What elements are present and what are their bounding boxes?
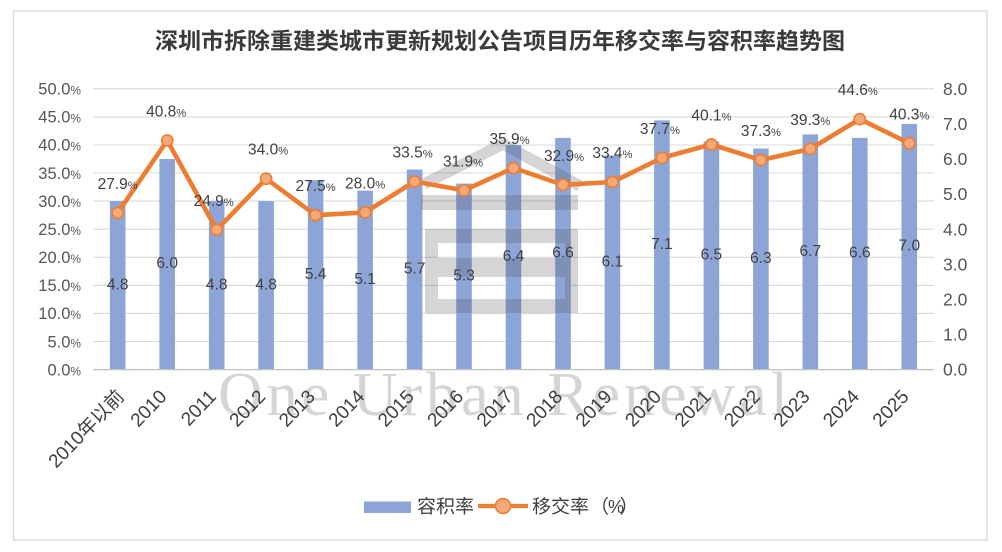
svg-text:5.7: 5.7 <box>404 261 426 278</box>
svg-text:44.6%: 44.6% <box>838 82 878 99</box>
svg-text:45.0%: 45.0% <box>38 109 81 127</box>
svg-text:7.0: 7.0 <box>943 114 968 134</box>
svg-text:4.8: 4.8 <box>107 276 129 293</box>
svg-text:%: % <box>608 497 624 517</box>
svg-text:37.7%: 37.7% <box>640 121 680 138</box>
svg-text:40.3%: 40.3% <box>889 106 929 123</box>
svg-text:50.0%: 50.0% <box>38 81 81 99</box>
svg-text:33.4%: 33.4% <box>592 145 632 162</box>
svg-text:6.3: 6.3 <box>750 250 772 267</box>
svg-text:35.0%: 35.0% <box>38 165 81 183</box>
svg-text:6.0: 6.0 <box>156 255 178 272</box>
svg-text:30.0%: 30.0% <box>38 193 81 211</box>
svg-text:6.5: 6.5 <box>701 247 723 264</box>
svg-text:6.6: 6.6 <box>552 245 574 262</box>
svg-text:5.4: 5.4 <box>305 266 327 283</box>
svg-text:35.9%: 35.9% <box>489 131 529 148</box>
svg-text:One Urban Renewal: One Urban Renewal <box>218 361 788 429</box>
svg-text:24.9%: 24.9% <box>194 193 234 210</box>
svg-text:0.0%: 0.0% <box>47 361 81 379</box>
svg-text:27.9%: 27.9% <box>98 176 138 193</box>
svg-text:8.0: 8.0 <box>943 79 968 99</box>
svg-text:6.7: 6.7 <box>800 243 822 260</box>
svg-text:40.0%: 40.0% <box>38 137 81 155</box>
svg-text:6.0: 6.0 <box>943 149 968 169</box>
svg-text:6.1: 6.1 <box>602 254 624 271</box>
svg-text:5.0%: 5.0% <box>47 333 81 351</box>
svg-text:31.9%: 31.9% <box>443 153 483 170</box>
svg-text:40.1%: 40.1% <box>691 107 731 124</box>
svg-text:5.0: 5.0 <box>943 184 968 204</box>
svg-text:0.0: 0.0 <box>943 360 968 380</box>
svg-text:20.0%: 20.0% <box>38 249 81 267</box>
svg-text:5.1: 5.1 <box>354 271 376 288</box>
svg-text:1.0: 1.0 <box>943 325 968 345</box>
svg-text:4.8: 4.8 <box>206 276 228 293</box>
svg-text:6.4: 6.4 <box>503 248 525 265</box>
svg-text:3.0: 3.0 <box>943 254 968 274</box>
svg-text:6.6: 6.6 <box>849 245 871 262</box>
svg-text:2.0: 2.0 <box>943 290 968 310</box>
svg-text:7.1: 7.1 <box>651 236 673 253</box>
svg-text:28.0%: 28.0% <box>345 175 385 192</box>
svg-text:15.0%: 15.0% <box>38 277 81 295</box>
svg-text:32.9%: 32.9% <box>544 148 584 165</box>
svg-text:4.0: 4.0 <box>943 219 968 239</box>
svg-text:33.5%: 33.5% <box>393 145 433 162</box>
svg-text:27.5%: 27.5% <box>296 178 336 195</box>
svg-text:25.0%: 25.0% <box>38 221 81 239</box>
svg-text:34.0%: 34.0% <box>248 142 288 159</box>
svg-text:4.8: 4.8 <box>255 276 277 293</box>
svg-text:37.3%: 37.3% <box>741 123 781 140</box>
svg-text:39.3%: 39.3% <box>790 112 830 129</box>
svg-text:40.8%: 40.8% <box>146 104 186 121</box>
svg-text:10.0%: 10.0% <box>38 305 81 323</box>
svg-text:7.0: 7.0 <box>899 238 921 255</box>
svg-text:5.3: 5.3 <box>453 268 475 285</box>
